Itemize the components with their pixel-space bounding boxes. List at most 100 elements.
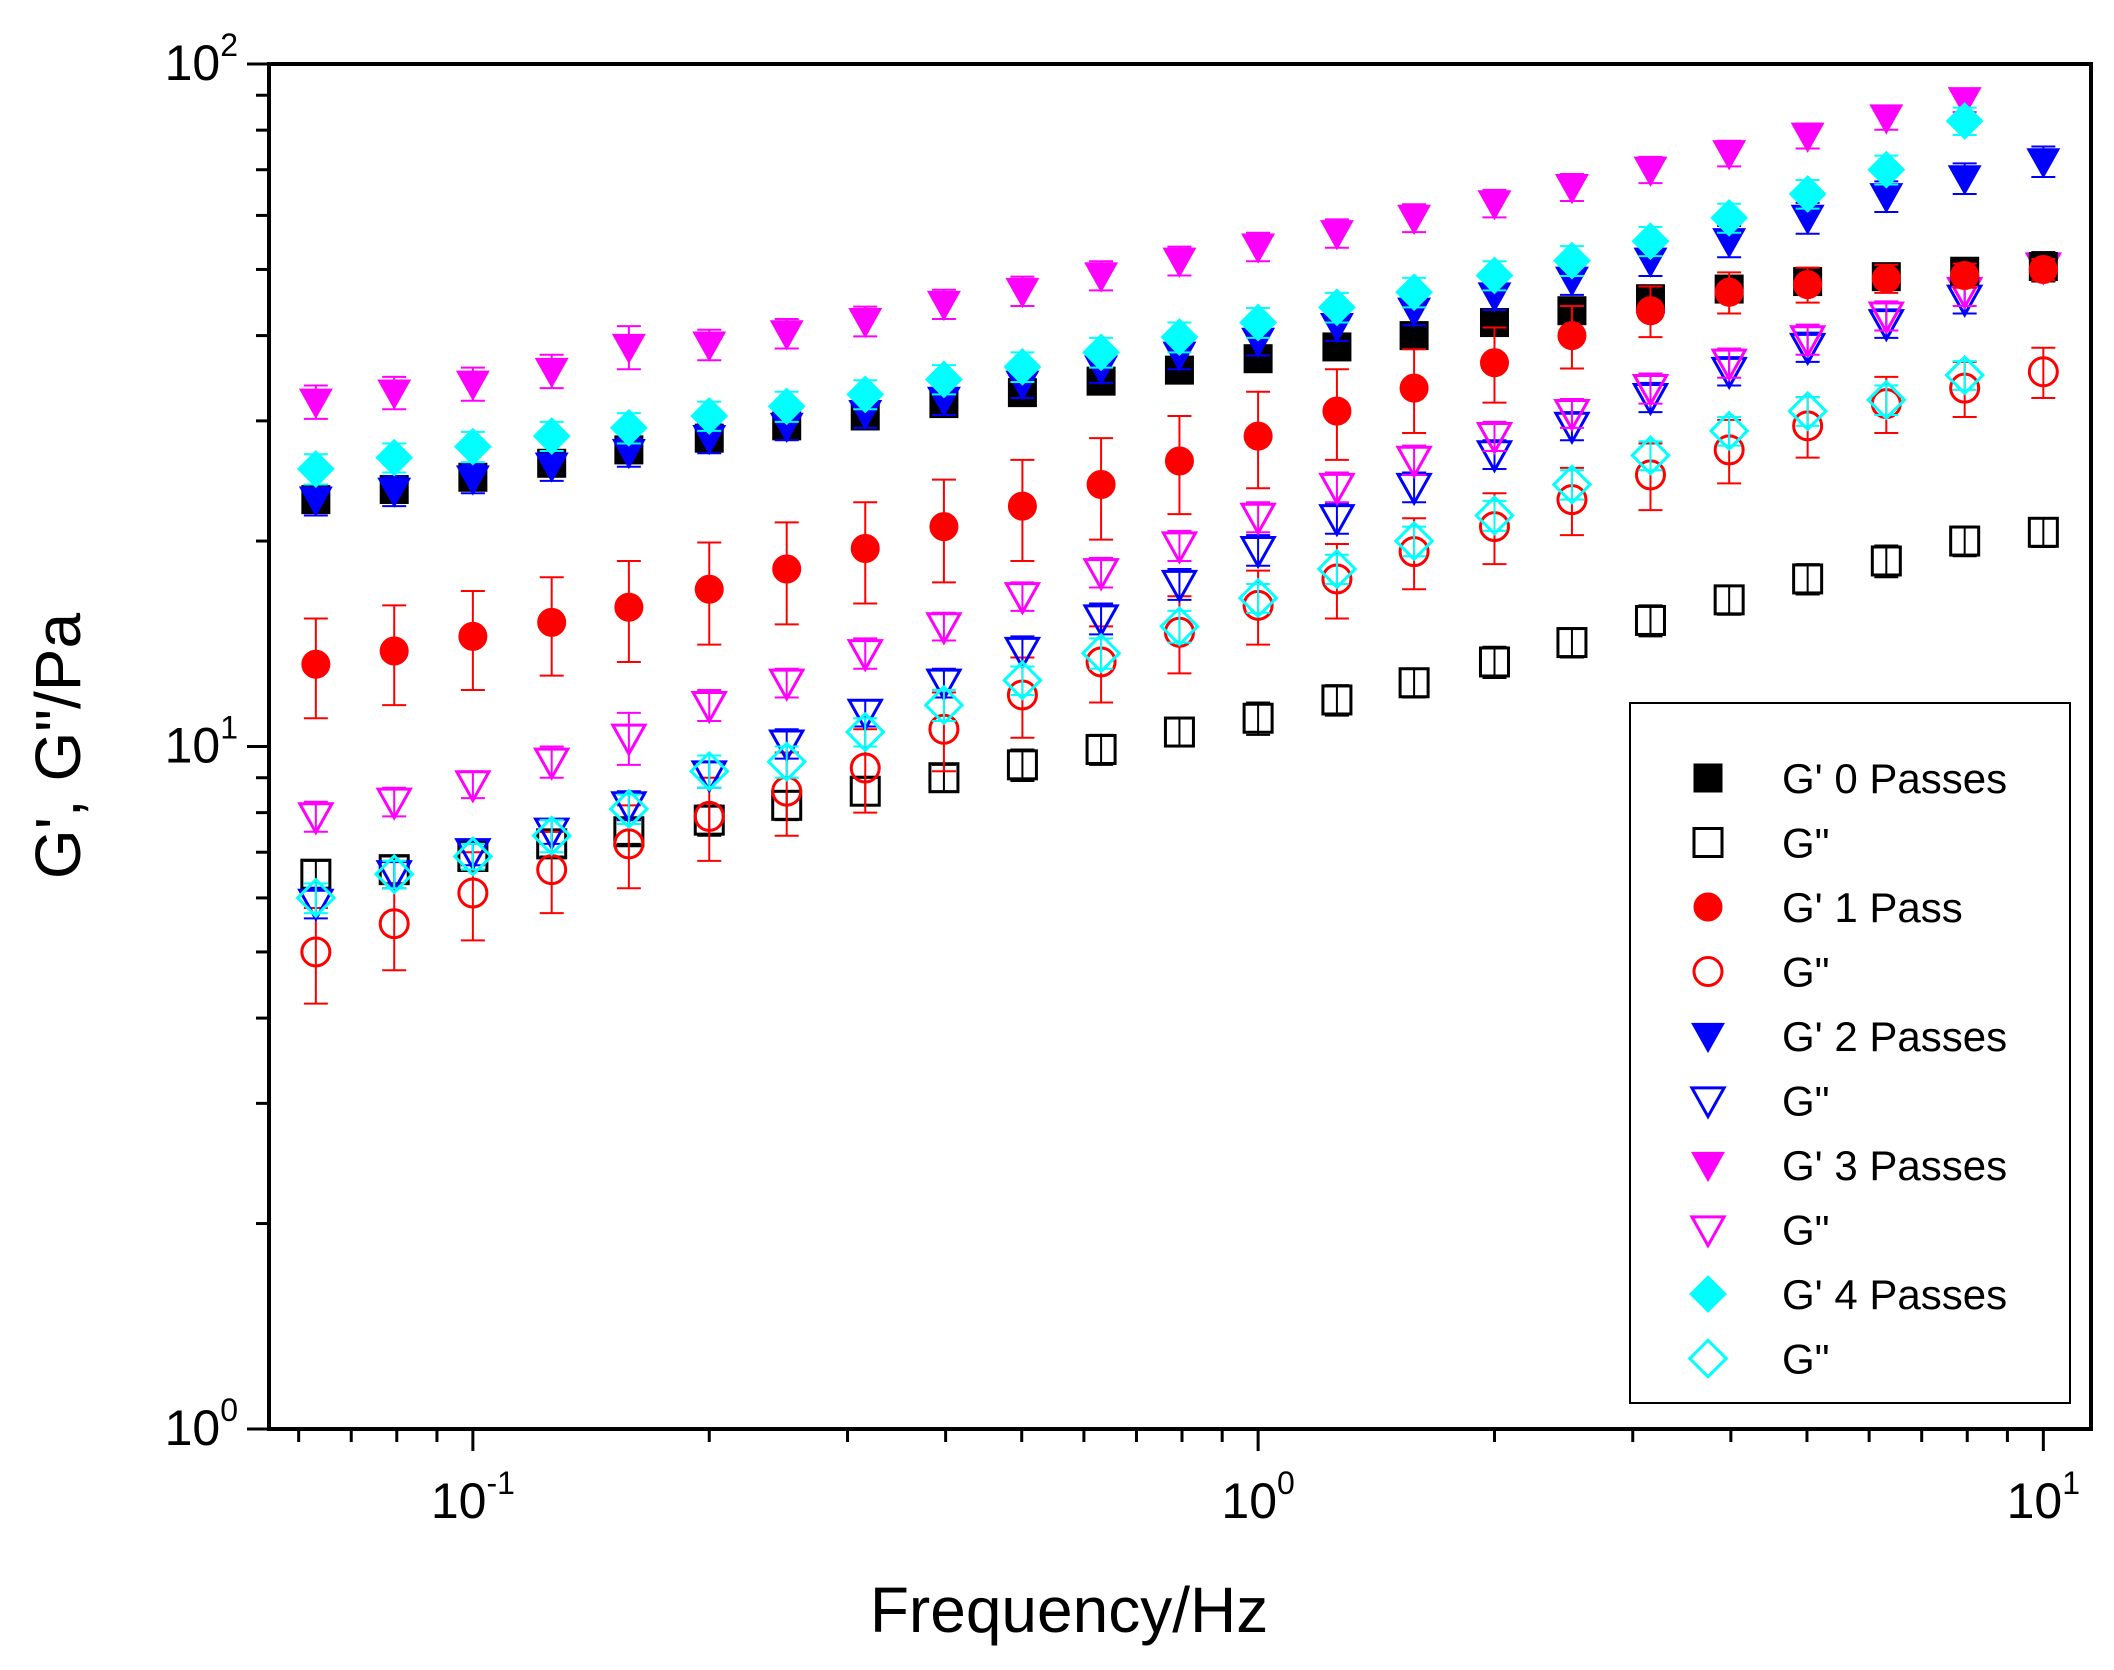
data-point	[1865, 379, 1907, 421]
data-point	[1867, 150, 1906, 189]
data-point	[298, 388, 333, 419]
series-6	[298, 87, 1982, 420]
data-point	[455, 465, 490, 496]
data-point	[1475, 421, 1514, 456]
data-point	[455, 370, 490, 401]
data-point	[300, 936, 332, 968]
data-point	[1477, 190, 1512, 221]
data-point	[1160, 318, 1199, 356]
legend-label: G"	[1782, 1207, 1830, 1254]
data-point	[1082, 558, 1120, 592]
data-point	[1787, 390, 1828, 432]
data-point	[1080, 632, 1122, 674]
data-point	[373, 853, 415, 895]
data-point	[929, 512, 959, 542]
data-point	[1395, 445, 1433, 480]
data-point	[1712, 140, 1747, 171]
legend-marker	[1691, 1022, 1725, 1054]
data-point	[1631, 222, 1670, 261]
data-point	[769, 320, 804, 351]
data-point	[688, 750, 730, 792]
data-point	[1869, 104, 1904, 135]
data-point	[1950, 260, 1980, 290]
data-point	[1007, 491, 1037, 521]
data-point	[1395, 273, 1434, 312]
data-point	[1790, 122, 1825, 153]
data-point	[1319, 220, 1354, 251]
data-point	[1710, 198, 1749, 237]
data-point	[379, 636, 409, 666]
series-9	[295, 354, 1985, 919]
legend-label: G' 3 Passes	[1782, 1142, 2007, 1189]
legend-marker	[1691, 1151, 1725, 1183]
data-point	[458, 621, 488, 651]
x-tick-label: 10-1	[431, 1465, 515, 1529]
data-point	[925, 360, 963, 399]
y-axis-title: G', G"/Pa	[22, 613, 94, 880]
data-point	[1708, 410, 1750, 452]
data-point	[1479, 348, 1509, 378]
legend-marker	[1687, 1338, 1729, 1379]
data-point	[1002, 660, 1043, 701]
data-point	[846, 375, 885, 414]
data-point	[925, 612, 963, 646]
data-point	[375, 438, 414, 477]
data-point	[537, 607, 567, 637]
data-point	[377, 379, 412, 410]
data-point	[925, 668, 963, 702]
data-point	[1159, 605, 1200, 647]
data-point	[1085, 733, 1117, 765]
data-point	[1474, 495, 1515, 536]
x-tick-label: 100	[1221, 1465, 1294, 1529]
data-point	[1633, 156, 1668, 187]
data-point	[295, 877, 337, 919]
data-point	[2028, 254, 2058, 284]
data-point	[1793, 270, 1823, 300]
data-point	[2026, 148, 2061, 179]
legend-label: G' 2 Passes	[1782, 1013, 2007, 1060]
legend-marker	[1692, 827, 1724, 858]
data-point	[1162, 247, 1197, 278]
axis-ticks	[247, 62, 2045, 1451]
data-point	[1631, 374, 1670, 408]
data-point	[1947, 165, 1982, 196]
data-point	[1318, 288, 1356, 327]
data-point	[1714, 277, 1744, 307]
data-point	[1163, 716, 1195, 748]
data-point	[1630, 435, 1671, 476]
legend-marker	[1689, 1275, 1727, 1313]
legend-marker	[1689, 1086, 1727, 1120]
data-point	[768, 668, 806, 702]
data-point	[1003, 347, 1042, 386]
data-point	[2027, 356, 2059, 388]
data-point	[611, 333, 646, 365]
data-point	[610, 723, 648, 757]
data-point	[1399, 373, 1429, 403]
data-point	[1084, 262, 1119, 293]
data-point	[1867, 301, 1905, 335]
data-point	[1237, 577, 1279, 619]
legend-label: G"	[1782, 820, 1830, 867]
series-2	[301, 254, 2058, 720]
data-point	[766, 741, 808, 783]
data-point	[1003, 636, 1042, 671]
data-point	[1554, 174, 1589, 205]
plot-frame	[267, 62, 2093, 1431]
data-point	[608, 788, 650, 830]
data-point	[926, 290, 961, 322]
data-point	[846, 639, 884, 673]
data-point	[1788, 175, 1827, 213]
data-point	[452, 836, 494, 877]
data-point	[690, 397, 729, 435]
data-point	[1713, 584, 1745, 616]
data-point	[692, 331, 727, 362]
data-point	[1553, 398, 1591, 433]
data-point	[1005, 277, 1040, 309]
data-point	[2027, 516, 2059, 548]
data-point	[1945, 102, 1984, 140]
data-point	[301, 649, 331, 679]
data-point	[1870, 545, 1902, 577]
data-point	[1788, 325, 1827, 359]
data-point	[1397, 204, 1432, 236]
x-axis-title: Frequency/Hz	[870, 1574, 1268, 1646]
